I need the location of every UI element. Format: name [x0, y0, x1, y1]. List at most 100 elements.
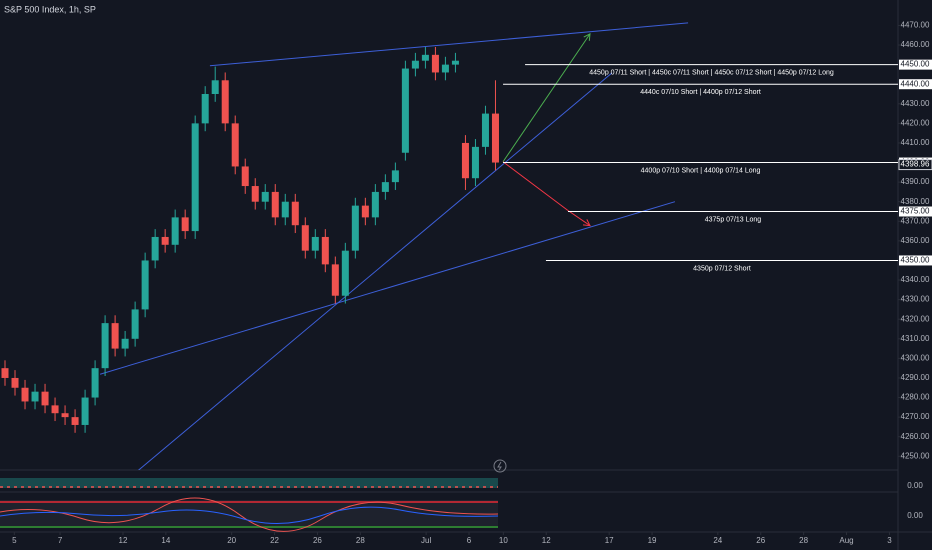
candle-body: [101, 323, 109, 369]
candle-body: [331, 264, 339, 296]
candle-body: [361, 205, 369, 218]
candle-body: [241, 166, 249, 187]
x-tick-label: 22: [270, 536, 279, 545]
candle-body: [161, 236, 169, 245]
x-tick-label: 5: [12, 536, 17, 545]
candle-body: [471, 146, 479, 179]
arrow-line: [502, 161, 591, 227]
y-tick-label: 4370.00: [901, 216, 930, 225]
x-tick-label: 7: [58, 536, 63, 545]
level-label-box: [899, 79, 932, 90]
candle: [211, 66, 219, 102]
candle-body: [291, 201, 299, 226]
candle: [351, 197, 359, 259]
candle: [321, 229, 329, 273]
arrow-head: [582, 219, 591, 227]
candle: [491, 80, 499, 171]
y-tick-label: 4290.00: [901, 373, 930, 382]
level-label: 4350.00: [901, 256, 930, 265]
candle: [1, 360, 9, 386]
candle-body: [411, 60, 419, 69]
candle: [221, 72, 229, 132]
y-tick-label: 4390.00: [901, 177, 930, 186]
candle-body: [351, 205, 359, 251]
candle-body: [381, 182, 389, 192]
candle-body: [341, 250, 349, 296]
icon-circle[interactable]: [493, 459, 507, 473]
candle-body: [21, 387, 29, 402]
y-tick-label: 4260.00: [901, 432, 930, 441]
candle-body: [181, 217, 189, 232]
x-tick-label: 19: [648, 536, 657, 545]
candle: [281, 193, 289, 226]
candle-body: [191, 123, 199, 232]
candle-body: [211, 80, 219, 94]
candle: [231, 115, 239, 175]
candle-body: [11, 377, 19, 388]
chart-title: S&P 500 Index, 1h, SP: [4, 4, 96, 14]
arrow-head: [583, 33, 591, 41]
candle: [201, 86, 209, 132]
candle: [71, 409, 79, 433]
candle: [171, 209, 179, 253]
candle-body: [131, 309, 139, 339]
x-tick-label: 28: [799, 536, 808, 545]
indicator-label: 0.00: [907, 511, 923, 520]
candle-body: [301, 225, 309, 251]
candle-body: [71, 417, 79, 425]
arrow: [502, 33, 591, 163]
candle: [41, 383, 49, 414]
level-note: 4450p 07/11 Short | 4450c 07/11 Short | …: [589, 69, 834, 76]
x-tick-label: 6: [467, 536, 472, 545]
candle-body: [481, 113, 489, 147]
candle-body: [391, 170, 399, 183]
arrow-line: [502, 33, 591, 163]
icon-bolt[interactable]: [497, 461, 502, 471]
candle-body: [321, 236, 329, 265]
candle: [381, 174, 389, 200]
candle-body: [371, 191, 379, 218]
last-price-box: [898, 159, 932, 171]
candle-body: [31, 391, 39, 402]
candle: [401, 60, 409, 161]
level-note: 4440c 07/10 Short | 4400p 07/12 Short: [640, 89, 761, 96]
candle-body: [141, 260, 149, 310]
candle-body: [111, 323, 119, 349]
y-tick-label: 4270.00: [901, 412, 930, 421]
arrow: [502, 161, 591, 227]
candle: [451, 52, 459, 73]
y-tick-label: 4470.00: [901, 21, 930, 30]
candle-body: [271, 191, 279, 218]
y-tick-label: 4250.00: [901, 451, 930, 460]
candle: [391, 162, 399, 190]
x-tick-label: 20: [227, 536, 236, 545]
candle: [421, 47, 429, 69]
x-tick-label: 3: [887, 536, 892, 545]
candle: [461, 135, 469, 190]
y-tick-label: 4360.00: [901, 236, 930, 245]
x-tick-label: Jul: [421, 536, 431, 545]
y-tick-label: 4430.00: [901, 99, 930, 108]
y-tick-label: 4310.00: [901, 334, 930, 343]
candle: [301, 217, 309, 259]
candle-body: [281, 201, 289, 218]
candle-body: [201, 94, 209, 124]
candle: [311, 229, 319, 259]
candle: [251, 178, 259, 210]
candle: [61, 405, 69, 425]
candle-body: [171, 217, 179, 245]
candle-body: [221, 80, 229, 124]
candle: [361, 197, 369, 226]
level-label-box: [899, 206, 932, 217]
candle-body: [491, 113, 499, 163]
candle: [191, 115, 199, 239]
candle: [341, 242, 349, 304]
trendline: [209, 22, 689, 67]
level-label: 4375.00: [901, 207, 930, 216]
replay-icon[interactable]: [493, 459, 507, 473]
y-tick-label: 4380.00: [901, 197, 930, 206]
candle-body: [151, 236, 159, 261]
histogram-band: [0, 478, 498, 488]
candle-body: [431, 54, 439, 73]
